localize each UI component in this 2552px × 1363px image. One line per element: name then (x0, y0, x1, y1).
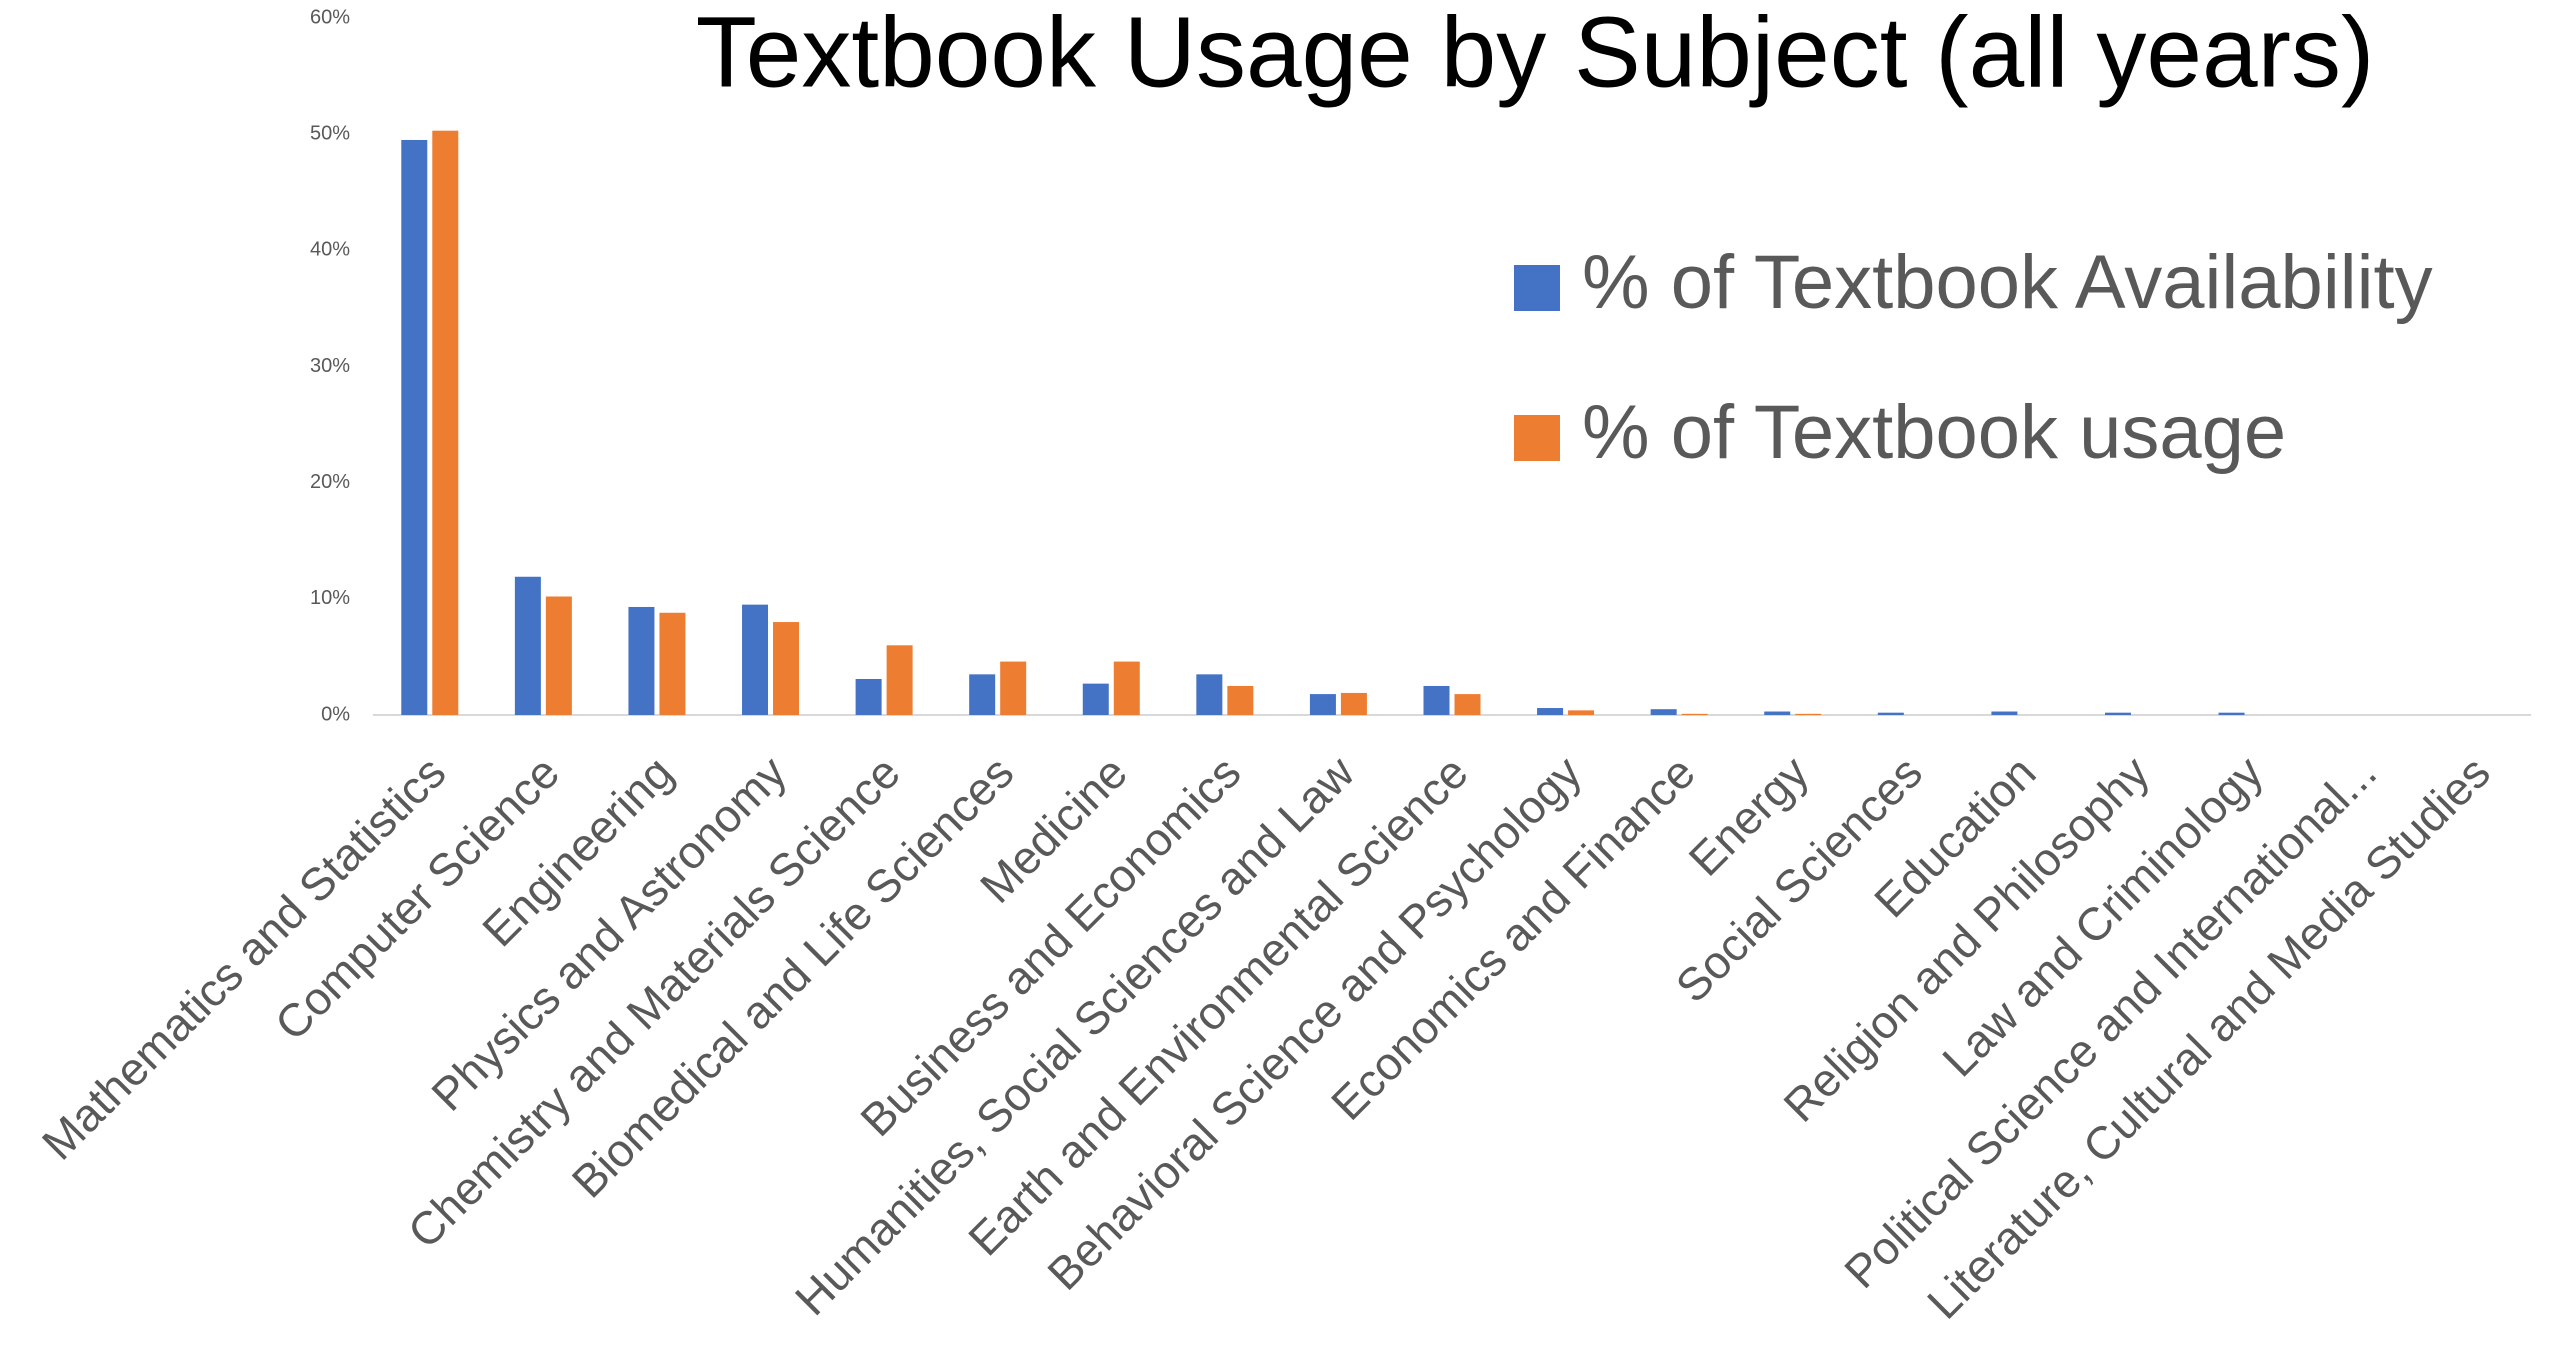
bar (2104, 712, 2131, 715)
bar (1650, 709, 1677, 715)
bar (545, 596, 572, 715)
legend-label: % of Textbook usage (1582, 390, 2286, 475)
bar (628, 606, 655, 715)
bar (1196, 674, 1223, 715)
bar (2218, 712, 2245, 715)
bar (659, 612, 686, 715)
bar (886, 645, 913, 715)
bar (1082, 683, 1109, 715)
bar (1423, 685, 1450, 715)
bar (1309, 694, 1336, 715)
y-tick-label: 0% (321, 703, 350, 725)
bar (1537, 708, 1564, 715)
bar (1877, 712, 1904, 715)
y-tick-label: 40% (310, 239, 350, 261)
bar (514, 576, 541, 715)
legend-swatch (1514, 265, 1560, 311)
legend-label: % of Textbook Availability (1582, 240, 2433, 325)
bar (1227, 685, 1254, 715)
y-tick-label: 30% (310, 355, 350, 377)
bar (855, 678, 882, 715)
bar (1000, 661, 1027, 715)
bar (1991, 711, 2018, 715)
bar (1764, 711, 1791, 715)
bar (432, 130, 459, 716)
bar (1681, 713, 1708, 715)
bar (742, 604, 769, 715)
bar (1568, 710, 1595, 715)
bar (1454, 694, 1481, 715)
chart-title: Textbook Usage by Subject (all years) (696, 0, 2375, 108)
y-tick-label: 60% (310, 6, 350, 28)
bar (401, 139, 428, 716)
bar (1113, 661, 1140, 715)
legend-swatch (1514, 415, 1560, 461)
y-tick-label: 50% (310, 122, 350, 144)
bar (773, 622, 800, 715)
y-tick-label: 10% (310, 587, 350, 609)
y-tick-label: 20% (310, 471, 350, 493)
bar (1795, 713, 1822, 715)
bar (969, 674, 996, 715)
bar (1340, 692, 1367, 715)
